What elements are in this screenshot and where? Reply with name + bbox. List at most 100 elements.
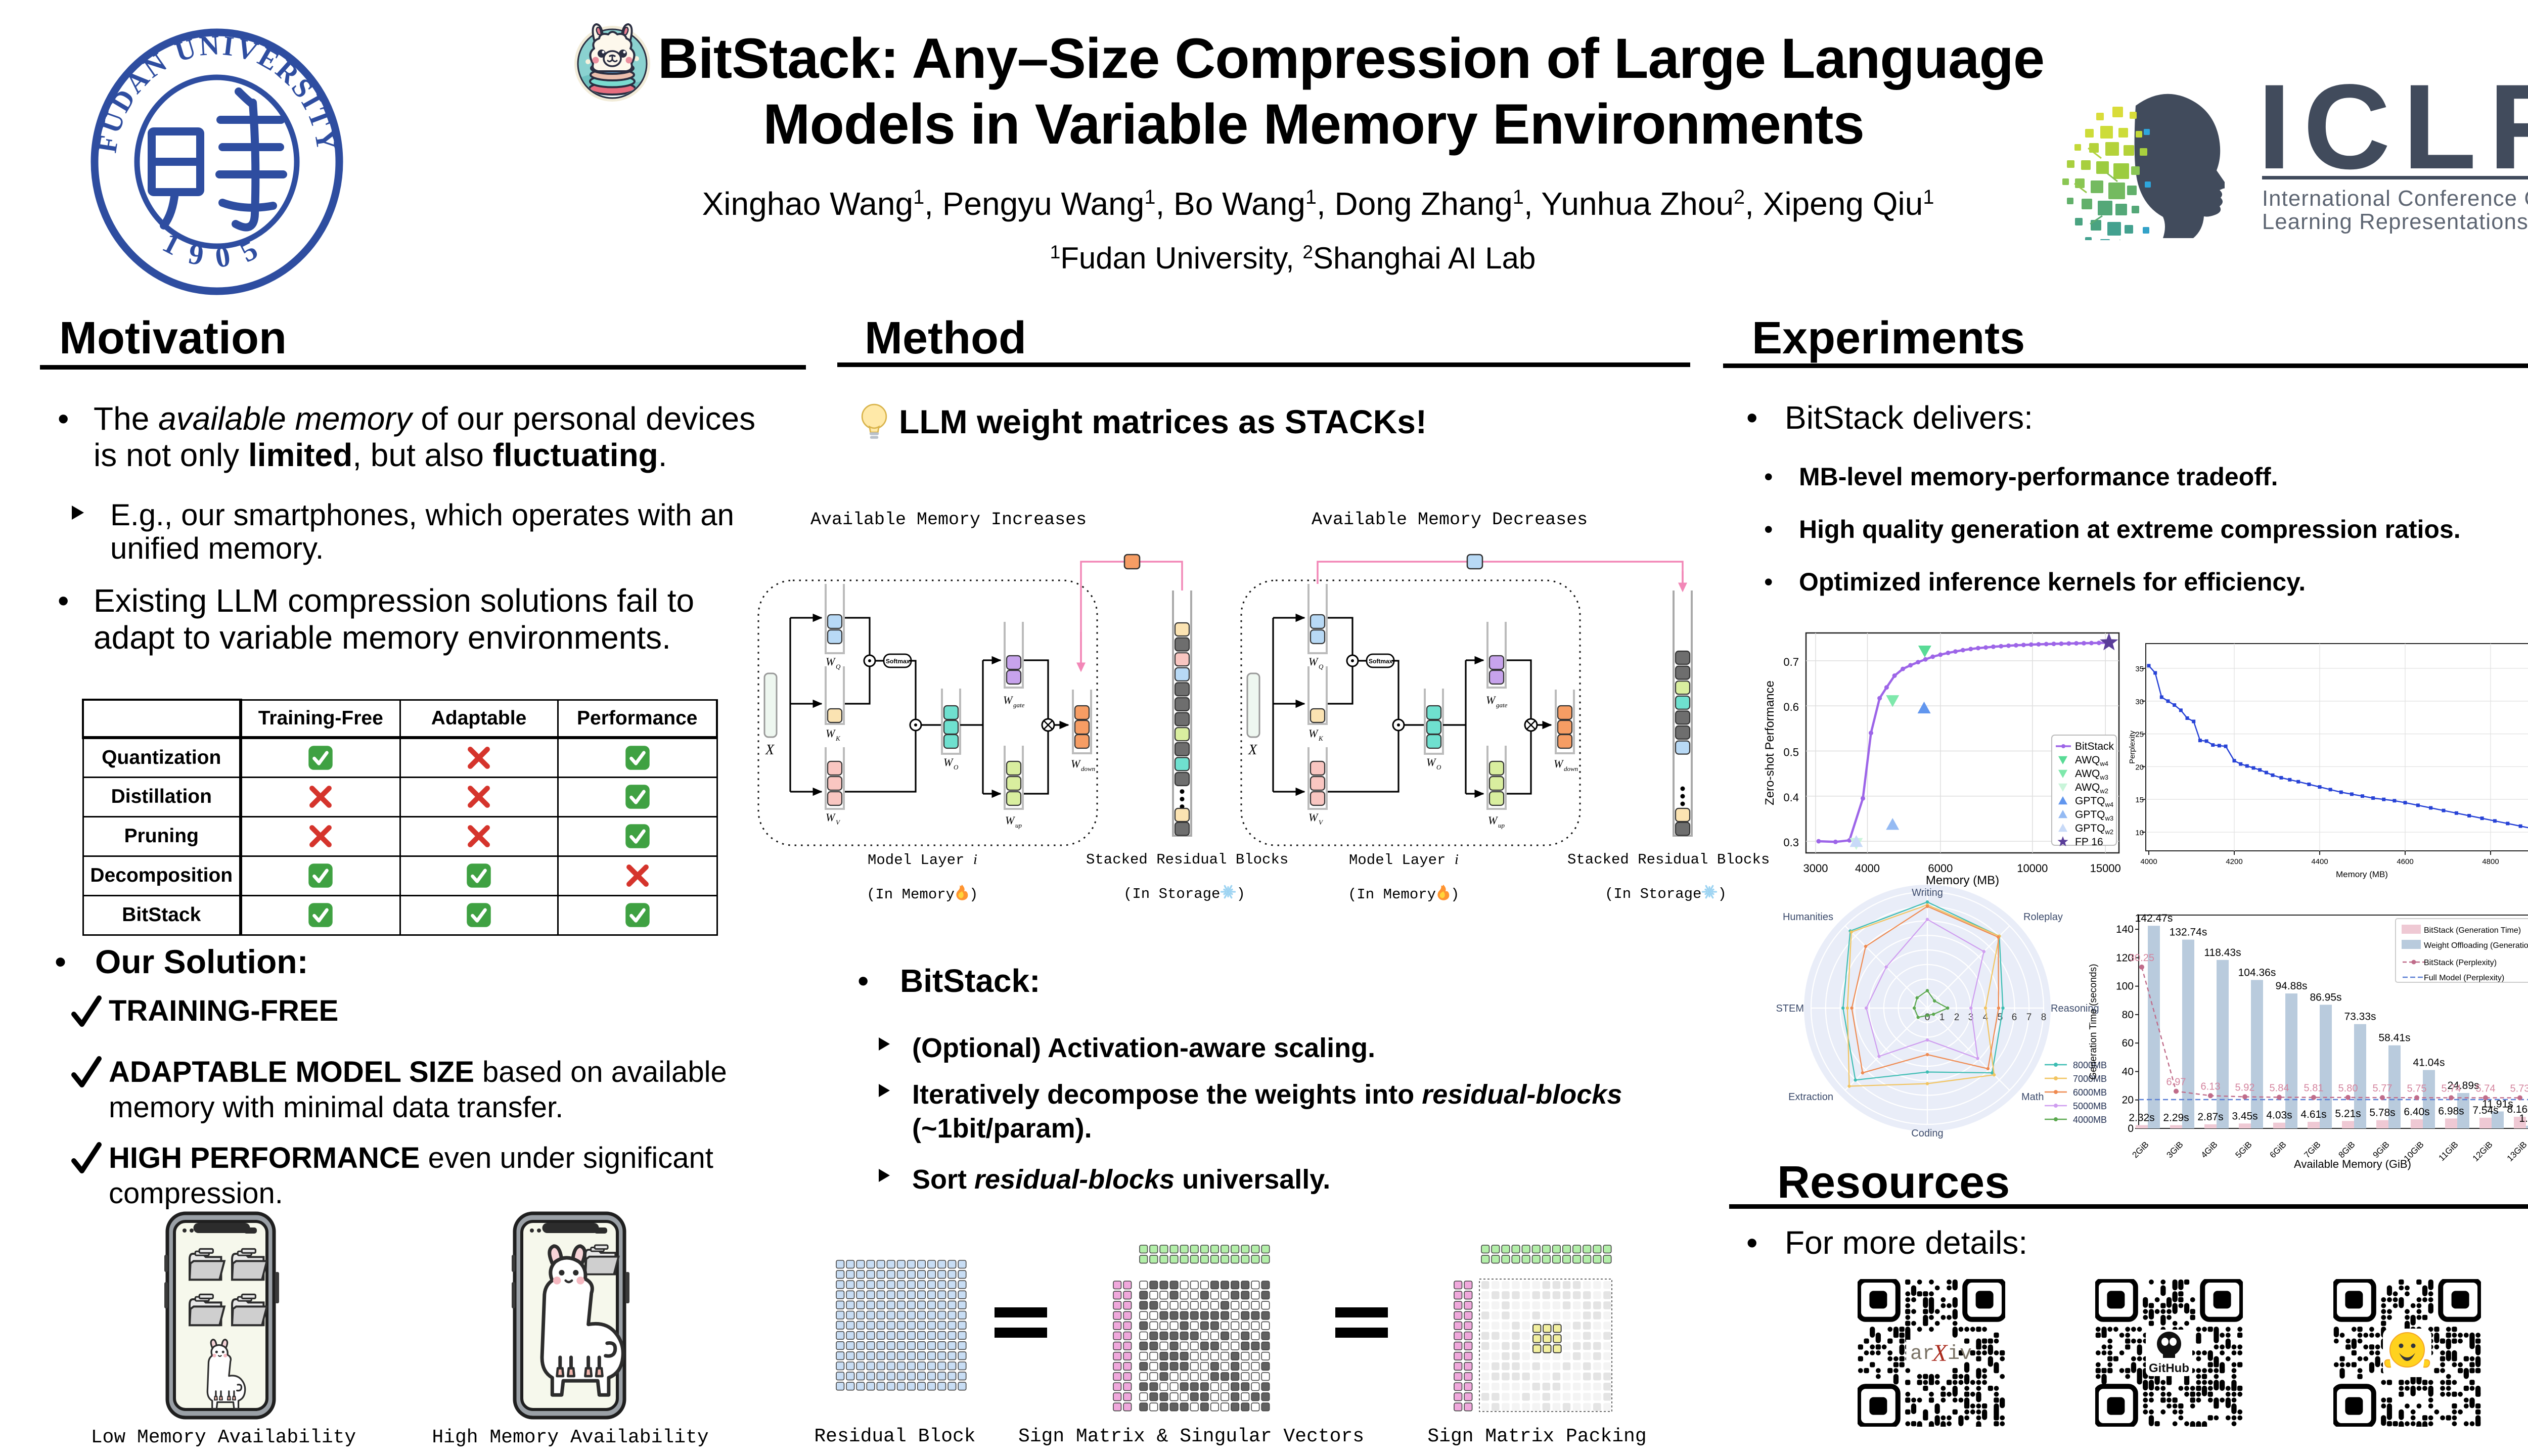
svg-text:Zero-shot Performance: Zero-shot Performance: [1763, 680, 1777, 805]
svg-text:W: W: [943, 756, 954, 768]
svg-text:4800: 4800: [2482, 857, 2499, 866]
svg-text:142.47s: 142.47s: [2135, 913, 2173, 924]
svg-text:4600: 4600: [2397, 857, 2413, 866]
svg-text:6000MB: 6000MB: [2073, 1087, 2107, 1098]
svg-text:GitHub: GitHub: [2149, 1361, 2189, 1375]
svg-text:4.03s: 4.03s: [2266, 1110, 2292, 1121]
svg-text:6GiB: 6GiB: [2268, 1140, 2288, 1160]
svg-text:5.73: 5.73: [2510, 1083, 2528, 1095]
svg-text:W: W: [1308, 655, 1319, 668]
svg-text:5.92: 5.92: [2235, 1082, 2255, 1094]
svg-text:4400: 4400: [2311, 857, 2328, 866]
svg-text:iv: iv: [1948, 1343, 1972, 1366]
svg-text:2.29s: 2.29s: [2163, 1112, 2189, 1124]
svg-text:W: W: [1308, 811, 1319, 824]
svg-text:Memory (MB): Memory (MB): [1926, 874, 1999, 887]
svg-text:Reasoning: Reasoning: [2051, 1003, 2099, 1014]
svg-text:132.74s: 132.74s: [2170, 927, 2207, 938]
svg-text:25: 25: [2135, 731, 2144, 739]
svg-text:Coding: Coding: [1911, 1128, 1943, 1139]
svg-text:W: W: [826, 727, 836, 740]
svg-text:0: 0: [1925, 1012, 1930, 1023]
svg-text:104.36s: 104.36s: [2238, 967, 2276, 978]
svg-text:down: down: [1081, 765, 1095, 772]
svg-text:1.84s: 1.84s: [2519, 1113, 2528, 1124]
svg-text:W: W: [1003, 694, 1013, 706]
svg-text:Roleplay: Roleplay: [2023, 912, 2063, 923]
svg-text:5000MB: 5000MB: [2073, 1101, 2107, 1111]
svg-text:5.80: 5.80: [2338, 1083, 2358, 1094]
svg-text:11GiB: 11GiB: [2437, 1140, 2460, 1163]
svg-text:6.97: 6.97: [2166, 1077, 2186, 1088]
svg-text:30.25: 30.25: [2129, 952, 2154, 964]
svg-text:2: 2: [1954, 1012, 1960, 1023]
svg-text:V: V: [1319, 818, 1324, 826]
svg-text:5.77: 5.77: [2373, 1083, 2392, 1094]
svg-text:20: 20: [2122, 1095, 2134, 1106]
svg-text:Extraction: Extraction: [1788, 1091, 1833, 1103]
svg-text:0.3: 0.3: [1783, 836, 1799, 849]
svg-text:0.5: 0.5: [1783, 746, 1799, 759]
svg-text:7: 7: [2026, 1012, 2032, 1023]
svg-text:STEM: STEM: [1776, 1003, 1804, 1014]
svg-text:86.95s: 86.95s: [2310, 991, 2341, 1003]
svg-text:0: 0: [2128, 1123, 2134, 1134]
svg-text:2GiB: 2GiB: [2130, 1140, 2150, 1160]
svg-text:8GiB: 8GiB: [2336, 1140, 2357, 1160]
svg-text:6.98s: 6.98s: [2438, 1105, 2464, 1117]
svg-text:Softmax: Softmax: [886, 658, 910, 665]
svg-text:3.45s: 3.45s: [2232, 1110, 2258, 1122]
svg-text:GPTQw3: GPTQw3: [2075, 809, 2113, 822]
svg-text:4GiB: 4GiB: [2199, 1140, 2219, 1160]
svg-text:3: 3: [1968, 1012, 1974, 1023]
svg-text:0.7: 0.7: [1783, 656, 1799, 668]
svg-text:up: up: [1498, 822, 1505, 829]
svg-text:BitStack (Perplexity): BitStack (Perplexity): [2424, 959, 2497, 967]
svg-text:Available Memory (GiB): Available Memory (GiB): [2294, 1158, 2411, 1170]
svg-text:gate: gate: [1013, 701, 1025, 709]
svg-text:5.74: 5.74: [2442, 1083, 2461, 1094]
svg-text:4000: 4000: [2140, 857, 2157, 866]
svg-text:118.43s: 118.43s: [2204, 947, 2241, 959]
svg-text:24.89s: 24.89s: [2447, 1080, 2479, 1091]
svg-text:5.81: 5.81: [2304, 1083, 2324, 1094]
svg-text:5.78s: 5.78s: [2369, 1107, 2395, 1119]
svg-text:4200: 4200: [2226, 857, 2242, 866]
svg-text:Perplexity: Perplexity: [2129, 731, 2137, 764]
svg-text:O: O: [1436, 763, 1441, 771]
svg-text:W: W: [1005, 814, 1015, 827]
svg-text:Softmax: Softmax: [1369, 658, 1393, 665]
svg-text:8: 8: [2041, 1012, 2047, 1023]
svg-text:5: 5: [1998, 1012, 2003, 1023]
svg-text:73.33s: 73.33s: [2344, 1011, 2376, 1023]
svg-text:ar: ar: [1910, 1343, 1934, 1366]
svg-text:5.84: 5.84: [2270, 1082, 2289, 1094]
svg-text:K: K: [835, 735, 841, 742]
svg-text:6000: 6000: [1928, 862, 1953, 875]
svg-text:W: W: [1488, 814, 1498, 827]
svg-text:Full Model (Perplexity): Full Model (Perplexity): [2424, 974, 2504, 982]
svg-text:FP 16: FP 16: [2075, 836, 2103, 848]
svg-text:5.21s: 5.21s: [2335, 1108, 2361, 1119]
svg-text:0.4: 0.4: [1783, 791, 1799, 804]
svg-text:BitStack (Generation Time): BitStack (Generation Time): [2424, 926, 2521, 935]
svg-text:5.75: 5.75: [2407, 1083, 2427, 1094]
svg-text:41.04s: 41.04s: [2413, 1057, 2445, 1069]
svg-text:Generation Time (seconds): Generation Time (seconds): [2088, 964, 2099, 1079]
svg-text:4.61s: 4.61s: [2300, 1109, 2326, 1120]
svg-text:80: 80: [2122, 1009, 2134, 1021]
svg-text:7000MB: 7000MB: [2073, 1074, 2107, 1084]
svg-text:BitStack: BitStack: [2075, 741, 2114, 752]
svg-text:Humanities: Humanities: [1783, 912, 1833, 923]
svg-text:7GiB: 7GiB: [2302, 1140, 2322, 1160]
svg-text:Math: Math: [2021, 1091, 2044, 1103]
svg-text:Memory (MB): Memory (MB): [2336, 870, 2388, 879]
svg-text:11.91s: 11.91s: [2482, 1099, 2513, 1110]
svg-text:Writing: Writing: [1912, 887, 1943, 898]
svg-text:4000MB: 4000MB: [2073, 1115, 2107, 1125]
svg-text:2.32s: 2.32s: [2129, 1112, 2154, 1124]
svg-text:O: O: [954, 763, 959, 771]
svg-text:down: down: [1564, 765, 1578, 772]
svg-text:W: W: [826, 811, 836, 824]
svg-text:Q: Q: [1319, 663, 1324, 670]
